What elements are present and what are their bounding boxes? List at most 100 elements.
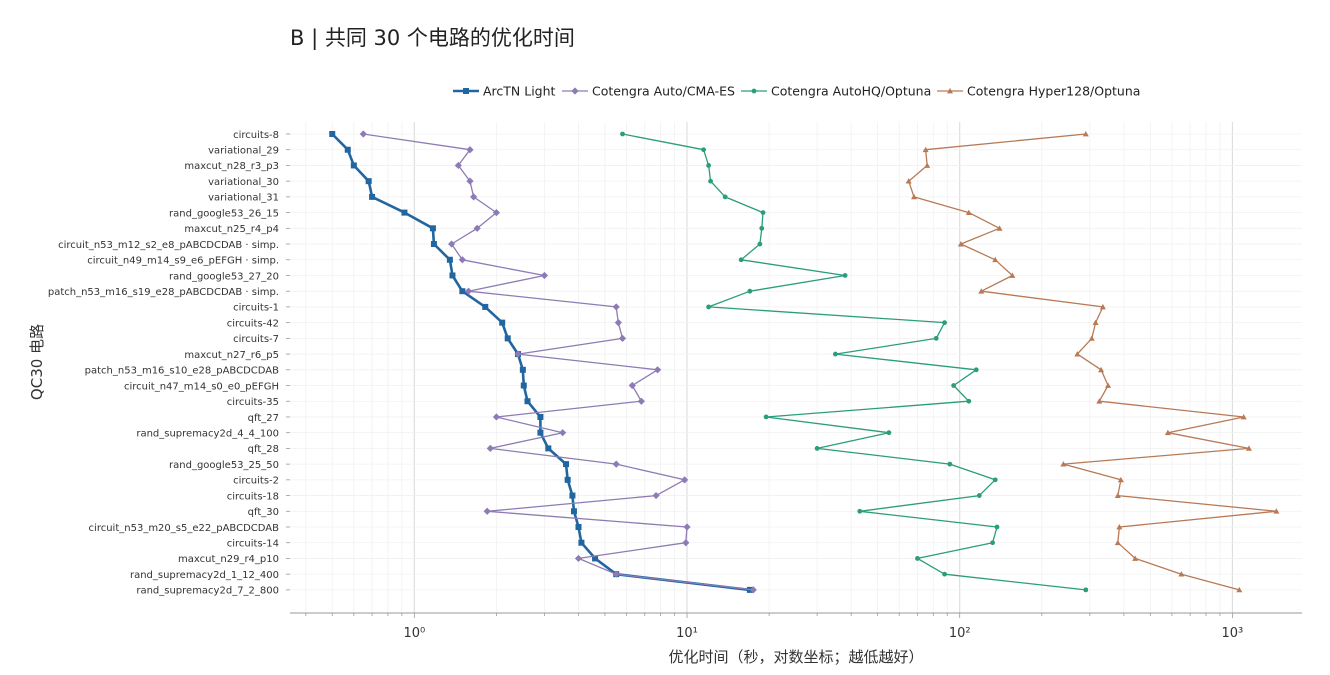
y-tick-label: qft_28 bbox=[248, 444, 279, 455]
data-point bbox=[911, 193, 918, 200]
data-point bbox=[763, 414, 769, 420]
data-point bbox=[612, 303, 620, 311]
series-line bbox=[908, 133, 1278, 591]
data-point bbox=[563, 461, 570, 468]
data-point bbox=[942, 571, 947, 577]
data-point bbox=[973, 367, 979, 373]
data-point bbox=[706, 304, 712, 310]
data-point bbox=[464, 287, 473, 295]
y-tick-label: patch_n53_m16_s19_e28_pABCDCDAB · simp. bbox=[48, 287, 279, 298]
y-tick-label: circuits-1 bbox=[233, 303, 279, 314]
data-point bbox=[570, 508, 577, 515]
data-point bbox=[637, 397, 645, 405]
data-point bbox=[446, 256, 453, 263]
y-tick-label: circuits-14 bbox=[227, 539, 279, 550]
data-point bbox=[886, 430, 892, 436]
data-point bbox=[915, 556, 920, 561]
data-point bbox=[759, 225, 765, 231]
data-point bbox=[454, 161, 462, 170]
series-layer bbox=[329, 130, 1280, 594]
data-point bbox=[947, 461, 953, 467]
y-tick-label: rand_google53_27_20 bbox=[169, 271, 279, 282]
y-tick-label: circuit_n49_m14_s9_e6_pEFGH · simp. bbox=[87, 256, 279, 267]
data-point bbox=[448, 240, 456, 248]
data-point bbox=[449, 272, 456, 279]
x-axis-label: 优化时间（秒，对数坐标；越低越好） bbox=[668, 648, 923, 666]
data-point bbox=[722, 194, 728, 200]
data-point bbox=[628, 381, 636, 390]
data-point bbox=[1273, 508, 1280, 514]
y-tick-label: circuit_n47_m14_s0_e0_pEFGH bbox=[124, 381, 279, 392]
data-point bbox=[996, 225, 1003, 231]
data-point bbox=[618, 334, 627, 342]
data-point bbox=[683, 523, 691, 531]
data-point bbox=[1240, 413, 1247, 420]
data-point bbox=[466, 177, 474, 185]
data-point bbox=[1105, 382, 1112, 388]
y-tick-label: variational_31 bbox=[208, 193, 279, 204]
data-point bbox=[994, 524, 1000, 530]
page-title: B | 共同 30 个电路的优化时间 bbox=[290, 26, 575, 50]
y-tick-label: rand_google53_25_50 bbox=[169, 460, 279, 471]
data-point bbox=[708, 178, 713, 184]
data-point bbox=[978, 288, 985, 294]
data-point bbox=[842, 273, 848, 278]
data-point bbox=[578, 539, 585, 546]
data-point bbox=[359, 130, 367, 138]
data-point bbox=[430, 241, 437, 248]
data-point bbox=[1092, 319, 1099, 326]
y-tick-label: variational_29 bbox=[208, 146, 279, 157]
y-tick-label: circuit_n53_m20_s5_e22_pABCDCDAB bbox=[89, 523, 280, 534]
data-point bbox=[519, 366, 526, 373]
legend-marker bbox=[571, 87, 579, 95]
data-point bbox=[614, 319, 622, 327]
data-point bbox=[1083, 587, 1089, 593]
data-point bbox=[1117, 476, 1124, 483]
data-point bbox=[492, 209, 501, 217]
y-tick-label: qft_30 bbox=[248, 507, 279, 518]
data-point bbox=[942, 320, 947, 326]
data-point bbox=[520, 382, 527, 389]
y-tick-label: maxcut_n29_r4_p10 bbox=[178, 554, 279, 565]
data-point bbox=[537, 429, 544, 436]
data-point bbox=[1114, 492, 1121, 498]
data-point bbox=[1236, 586, 1243, 593]
legend-label: Cotengra Auto/CMA-ES bbox=[592, 84, 735, 99]
data-point bbox=[459, 288, 466, 295]
y-tick-label: qft_27 bbox=[248, 413, 279, 424]
legend: ArcTN Light Cotengra Auto/CMA-ES Cotengra … bbox=[453, 84, 1140, 99]
data-point bbox=[990, 540, 995, 546]
data-point bbox=[492, 413, 501, 421]
data-point bbox=[1009, 272, 1016, 278]
data-point bbox=[350, 162, 357, 169]
data-point bbox=[574, 554, 583, 563]
data-point bbox=[329, 131, 336, 137]
data-point bbox=[1178, 571, 1185, 577]
data-point bbox=[592, 555, 599, 562]
y-tick-label: rand_supremacy2d_7_2_800 bbox=[136, 586, 279, 597]
data-point bbox=[682, 539, 690, 547]
data-point bbox=[429, 225, 436, 232]
data-point bbox=[514, 350, 522, 358]
legend-marker bbox=[947, 88, 953, 94]
grid-lines bbox=[286, 122, 1302, 618]
data-point bbox=[458, 256, 466, 264]
data-point bbox=[1060, 461, 1067, 467]
y-axis-label: QC30 电路 bbox=[28, 324, 46, 400]
y-tick-label: patch_n53_m16_s10_e28_pABCDCDAB bbox=[85, 366, 279, 377]
data-point bbox=[653, 366, 662, 374]
series-4 bbox=[905, 131, 1280, 593]
data-point bbox=[483, 507, 491, 515]
data-point bbox=[957, 241, 964, 247]
data-point bbox=[738, 257, 744, 263]
data-point bbox=[401, 209, 408, 216]
data-point bbox=[1099, 303, 1106, 310]
data-point bbox=[965, 209, 972, 215]
data-point bbox=[933, 335, 939, 341]
series-line bbox=[363, 133, 754, 591]
data-point bbox=[504, 335, 511, 342]
y-axis-ticks: circuits-8 variational_29 maxcut_n28_r3_p3… bbox=[48, 130, 279, 597]
data-point bbox=[540, 271, 549, 280]
data-point bbox=[1164, 429, 1171, 436]
